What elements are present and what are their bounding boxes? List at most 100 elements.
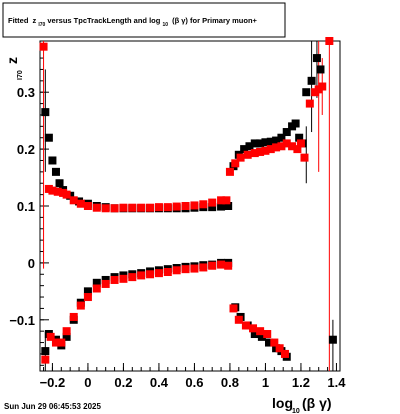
data-point [62, 190, 71, 199]
data-point [48, 156, 57, 165]
data-point [316, 65, 325, 74]
title-prefix: Fitted [8, 16, 31, 25]
data-series [39, 37, 337, 364]
data-point [250, 149, 259, 158]
data-point [172, 266, 181, 275]
data-point [272, 143, 281, 152]
data-point [199, 263, 208, 272]
data-point [256, 139, 265, 148]
data-point [272, 136, 281, 145]
data-point [137, 203, 146, 212]
data-point [222, 196, 231, 205]
data-point [83, 293, 92, 302]
y-axis-title: z I70 [4, 57, 24, 80]
data-point [325, 37, 334, 45]
data-point [250, 139, 259, 148]
data-point [300, 153, 309, 162]
data-point [53, 187, 62, 196]
y-axis: −0.1 0 0.1 0.2 0.3 [9, 57, 49, 366]
data-point [181, 265, 190, 274]
y-tick-label: −0.1 [9, 313, 35, 328]
data-point [256, 147, 265, 156]
data-point [128, 273, 137, 282]
data-point [257, 332, 266, 341]
data-point [243, 150, 252, 159]
x-tick-label: 1 [262, 375, 269, 390]
data-point [101, 279, 110, 288]
data-point [119, 274, 128, 283]
data-point [83, 287, 92, 296]
y-axis-title-sub: I70 [17, 70, 24, 80]
data-point [296, 139, 305, 148]
data-point [154, 203, 163, 212]
data-point [261, 146, 270, 155]
x-axis-title-main: log [272, 395, 293, 411]
data-point [225, 167, 234, 176]
title-z: z [33, 16, 37, 25]
data-point [62, 332, 71, 341]
data-point [270, 338, 279, 347]
data-point [163, 203, 172, 212]
data-point [217, 196, 226, 205]
data-point [293, 145, 302, 154]
data-point [217, 260, 226, 269]
x-axis-title: log 10 (β γ) [272, 395, 332, 414]
data-point [277, 142, 286, 151]
data-point [288, 142, 297, 151]
data-point [241, 321, 250, 330]
x-tick-label: 1.2 [292, 375, 310, 390]
data-point [41, 108, 50, 117]
x-tick-label: 0.6 [185, 375, 203, 390]
data-point [137, 271, 146, 280]
data-point [266, 145, 275, 154]
data-point [261, 138, 270, 147]
data-point [264, 338, 273, 347]
data-point [318, 82, 327, 91]
data-point [240, 145, 249, 154]
data-point [101, 204, 110, 213]
data-point [181, 202, 190, 210]
data-point [250, 330, 259, 339]
data-point [302, 88, 311, 97]
data-point [44, 133, 53, 142]
x-tick-label: −0.2 [40, 375, 66, 390]
x-tick-label: 0 [84, 375, 91, 390]
data-point [76, 301, 85, 310]
y-tick-label: 0.2 [17, 142, 35, 157]
x-tick-label: 0.4 [150, 375, 169, 390]
data-point [62, 327, 71, 336]
data-point [231, 159, 240, 168]
data-point [312, 54, 321, 63]
data-point [208, 203, 217, 212]
data-point [83, 202, 92, 210]
data-point [41, 355, 50, 364]
data-point [172, 202, 181, 211]
data-point [76, 199, 85, 208]
data-point [305, 99, 314, 108]
y-axis-title-main: z [4, 57, 20, 64]
data-point [55, 179, 64, 188]
series-2 [39, 37, 334, 364]
data-point [110, 204, 119, 213]
title-z-sub: I70 [38, 22, 45, 28]
data-point [328, 335, 337, 344]
data-point [199, 200, 208, 209]
data-point [282, 128, 291, 137]
data-point [256, 327, 265, 336]
data-point [190, 201, 199, 210]
data-point [277, 133, 286, 142]
data-point [282, 139, 291, 148]
data-point [69, 196, 78, 205]
data-point [291, 119, 300, 128]
timestamp: Sun Jun 29 06:45:53 2025 [4, 402, 101, 411]
data-point [154, 269, 163, 278]
data-point [46, 332, 55, 341]
data-point [119, 203, 128, 212]
data-point [234, 315, 243, 324]
data-point [245, 142, 254, 151]
data-point [146, 270, 155, 279]
data-point [249, 324, 258, 333]
data-point [110, 275, 119, 284]
data-point [57, 338, 66, 347]
